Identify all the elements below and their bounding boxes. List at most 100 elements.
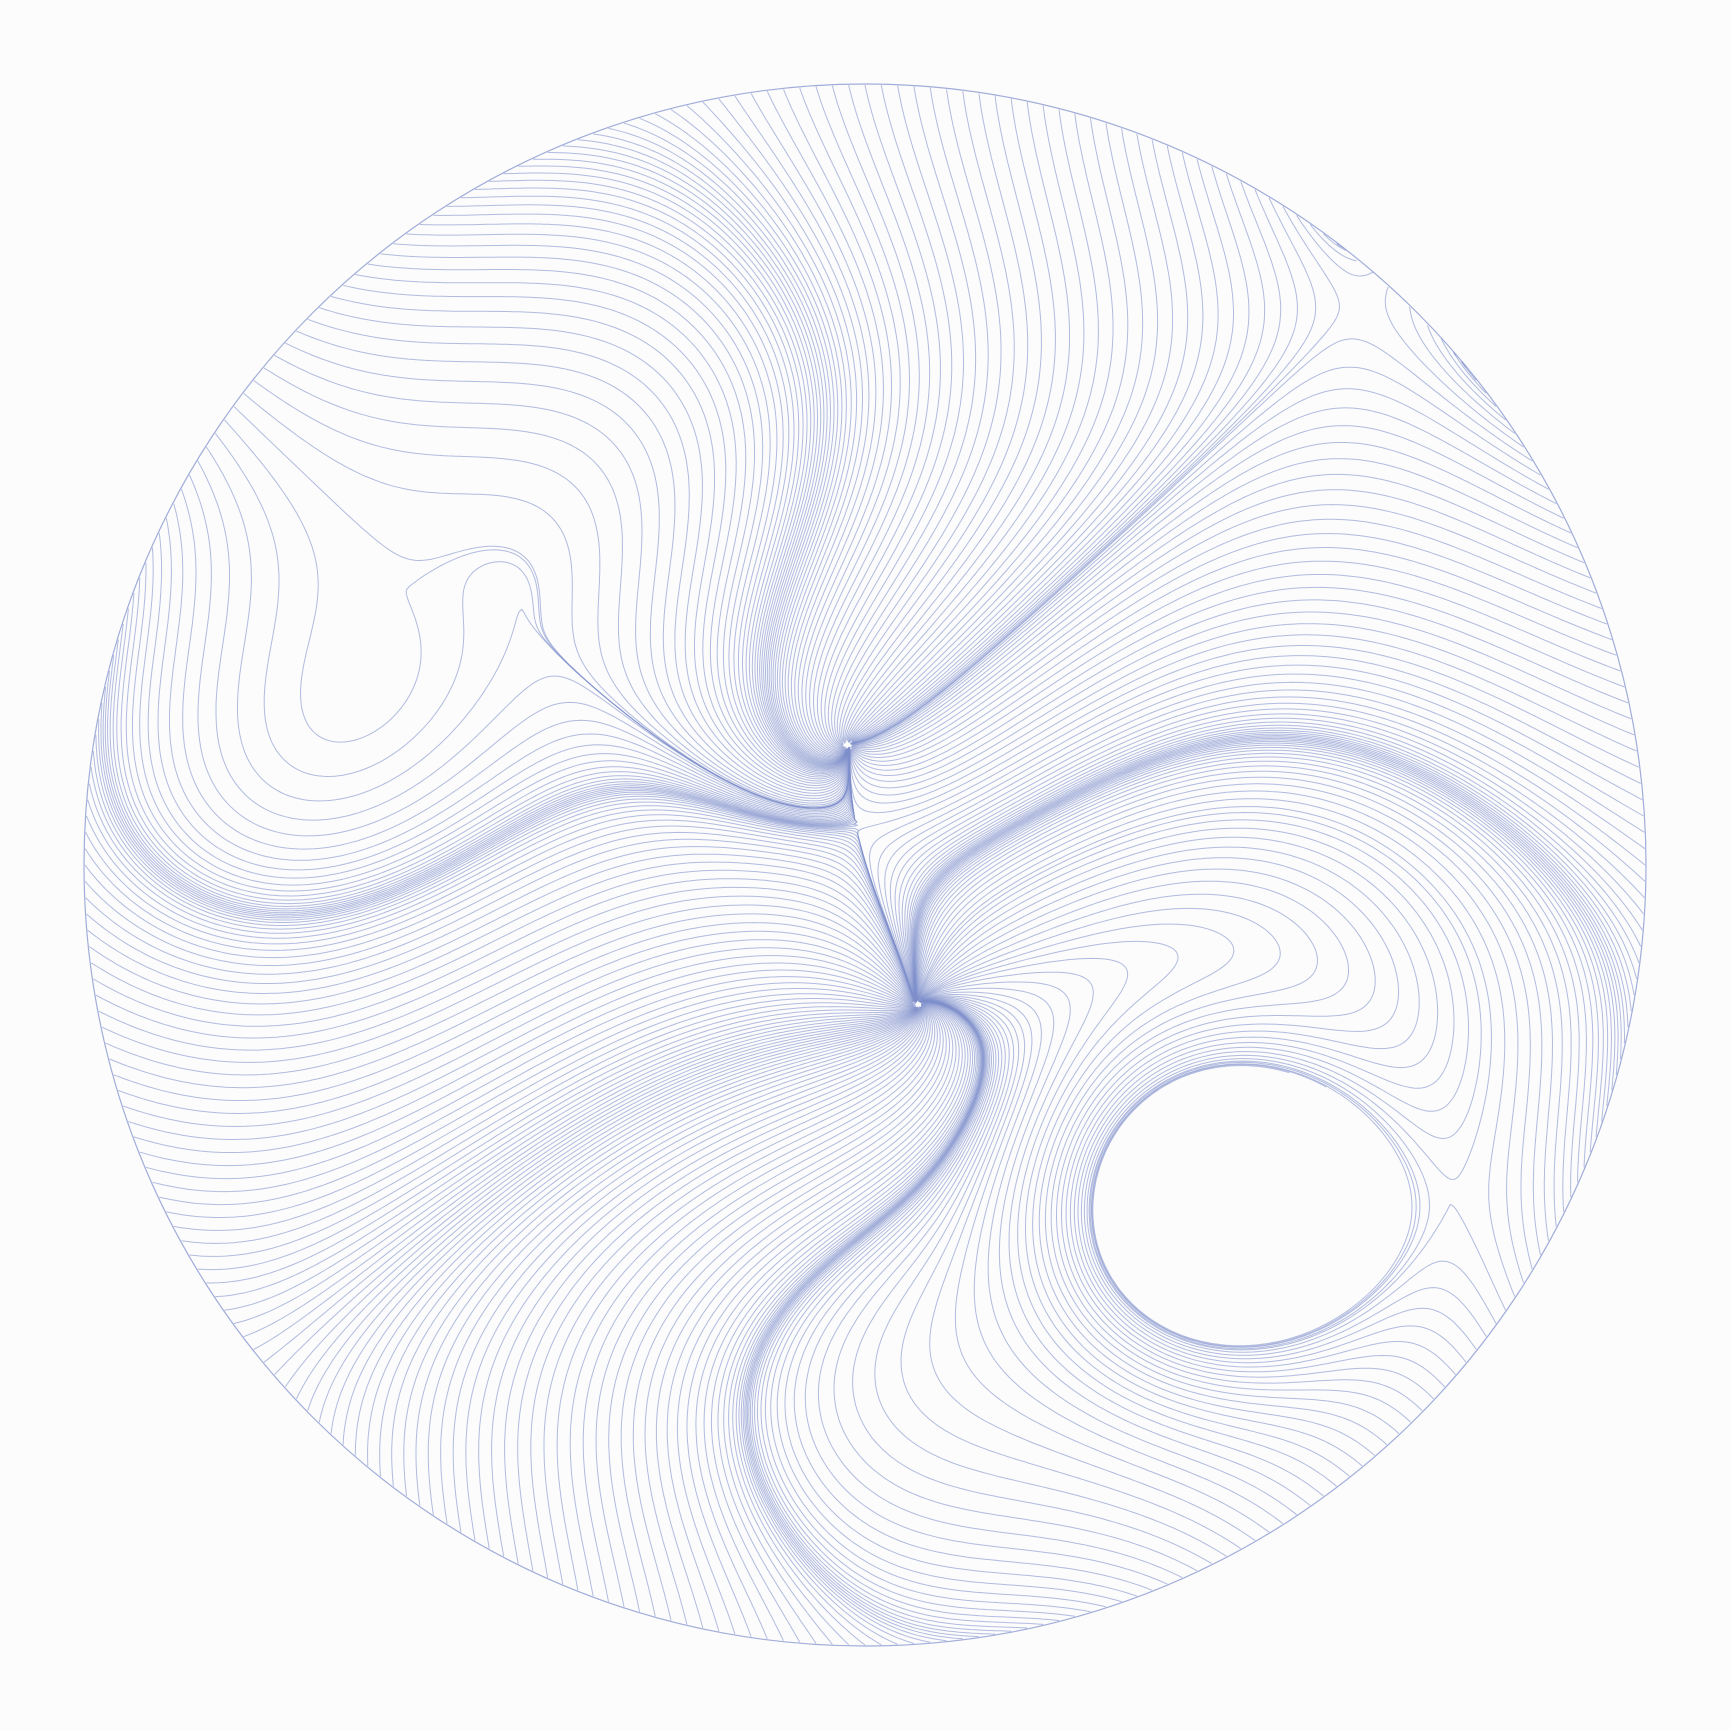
- flow-line: [853, 442, 1572, 746]
- flow-line: [295, 1007, 919, 1400]
- flow-line: [817, 998, 1183, 1579]
- flow-line: [233, 1007, 917, 1324]
- flow-line: [296, 330, 850, 799]
- flow-line: [101, 904, 915, 1063]
- flow-line: [913, 736, 1622, 1060]
- flow-line: [851, 159, 1234, 744]
- flow-line: [595, 1003, 941, 1607]
- flow-line: [898, 702, 1646, 1002]
- flow-line: [874, 997, 1227, 1557]
- flow-line: [166, 993, 917, 1218]
- flow-line: [920, 987, 1297, 1516]
- flow-line: [918, 907, 1376, 1456]
- flow-line: [900, 996, 1242, 1549]
- flow-line: [145, 976, 916, 1180]
- flow-line: [869, 664, 1643, 1001]
- flow-line: [307, 318, 850, 797]
- flow-line: [517, 1004, 928, 1571]
- flow-line: [427, 1007, 921, 1515]
- flow-line: [919, 991, 1284, 1524]
- flow-line: [851, 473, 1585, 749]
- flow-line: [380, 253, 850, 782]
- flow-line: [912, 731, 1632, 1012]
- flow-line: [766, 90, 884, 755]
- flow-line: [845, 101, 1070, 743]
- flow-line: [841, 93, 1029, 743]
- flow-line: [744, 1000, 984, 1642]
- flow-line: [1309, 224, 1357, 262]
- flow-line: [764, 1000, 1091, 1613]
- flow-line: [243, 393, 850, 809]
- flow-line: [465, 1006, 923, 1541]
- flow-line: [842, 95, 1042, 744]
- flow-line: [852, 998, 1213, 1565]
- flow-line: [676, 1002, 963, 1635]
- flow-line: [478, 1006, 924, 1549]
- flow-line: [918, 923, 1363, 1467]
- flow-line: [547, 151, 849, 767]
- flow-line: [98, 718, 859, 919]
- flow-line: [703, 1001, 971, 1641]
- flow-line: [889, 689, 1646, 1001]
- flow-line: [169, 503, 851, 861]
- flow-line: [131, 562, 851, 892]
- flow-line: [491, 1005, 925, 1557]
- flow-line: [433, 213, 850, 775]
- outer-circle: [83, 83, 1647, 1647]
- flow-line: [799, 87, 901, 753]
- flow-line: [851, 388, 1549, 745]
- flow-line: [159, 988, 915, 1206]
- flow-line: [504, 1004, 926, 1564]
- flow-line: [1453, 352, 1487, 394]
- flow-line: [848, 133, 1174, 744]
- flow-line: [274, 1007, 918, 1376]
- flow-line: [751, 1000, 1028, 1629]
- flow-line: [909, 724, 1640, 999]
- flow-line: [139, 547, 851, 886]
- flow-line: [813, 85, 920, 751]
- flow-line: [917, 806, 1492, 1356]
- flow-line: [849, 586, 1625, 777]
- flow-line: [87, 799, 916, 1000]
- flow-line: [894, 696, 1646, 1002]
- flow-line: [851, 338, 1533, 745]
- flow-line: [904, 713, 1644, 1000]
- flow-line: [569, 1003, 936, 1597]
- flow-line: [1336, 243, 1344, 249]
- flow-line: [916, 776, 1543, 1256]
- flow-line: [530, 1004, 929, 1578]
- flow-line: [367, 263, 850, 784]
- flow-line: [1086, 1058, 1497, 1353]
- flow-line: [503, 172, 849, 769]
- flow-line: [851, 139, 1189, 742]
- flow-line: [921, 995, 1256, 1541]
- flow-line: [742, 1000, 983, 1643]
- flow-line: [848, 623, 1635, 796]
- flow-line: [732, 1000, 980, 1646]
- flow-line: [846, 105, 1085, 740]
- flow-line: [916, 770, 1554, 1241]
- flow-line: [849, 533, 1607, 759]
- flow-line: [916, 783, 1533, 1270]
- flow-line: [139, 969, 914, 1167]
- flow-line: [608, 127, 849, 764]
- flow-line: [827, 85, 964, 748]
- flow-line: [189, 1006, 916, 1257]
- flow-line: [98, 895, 915, 1051]
- flow-line: [917, 811, 1482, 1360]
- flow-line: [849, 599, 1629, 782]
- flow-line: [582, 1003, 938, 1602]
- flow-line: [760, 1000, 1075, 1617]
- flow-line: [857, 655, 1641, 1002]
- flow-line: [403, 1006, 921, 1497]
- flow-line: [284, 1006, 919, 1388]
- flow-line: [816, 85, 931, 750]
- flow-line: [916, 756, 1580, 1198]
- flow-line: [391, 1009, 920, 1487]
- flow-line: [820, 84, 941, 749]
- flow-line: [90, 767, 917, 1002]
- flow-line: [740, 1000, 983, 1644]
- flow-line: [914, 739, 1616, 1091]
- flow-line: [577, 139, 849, 765]
